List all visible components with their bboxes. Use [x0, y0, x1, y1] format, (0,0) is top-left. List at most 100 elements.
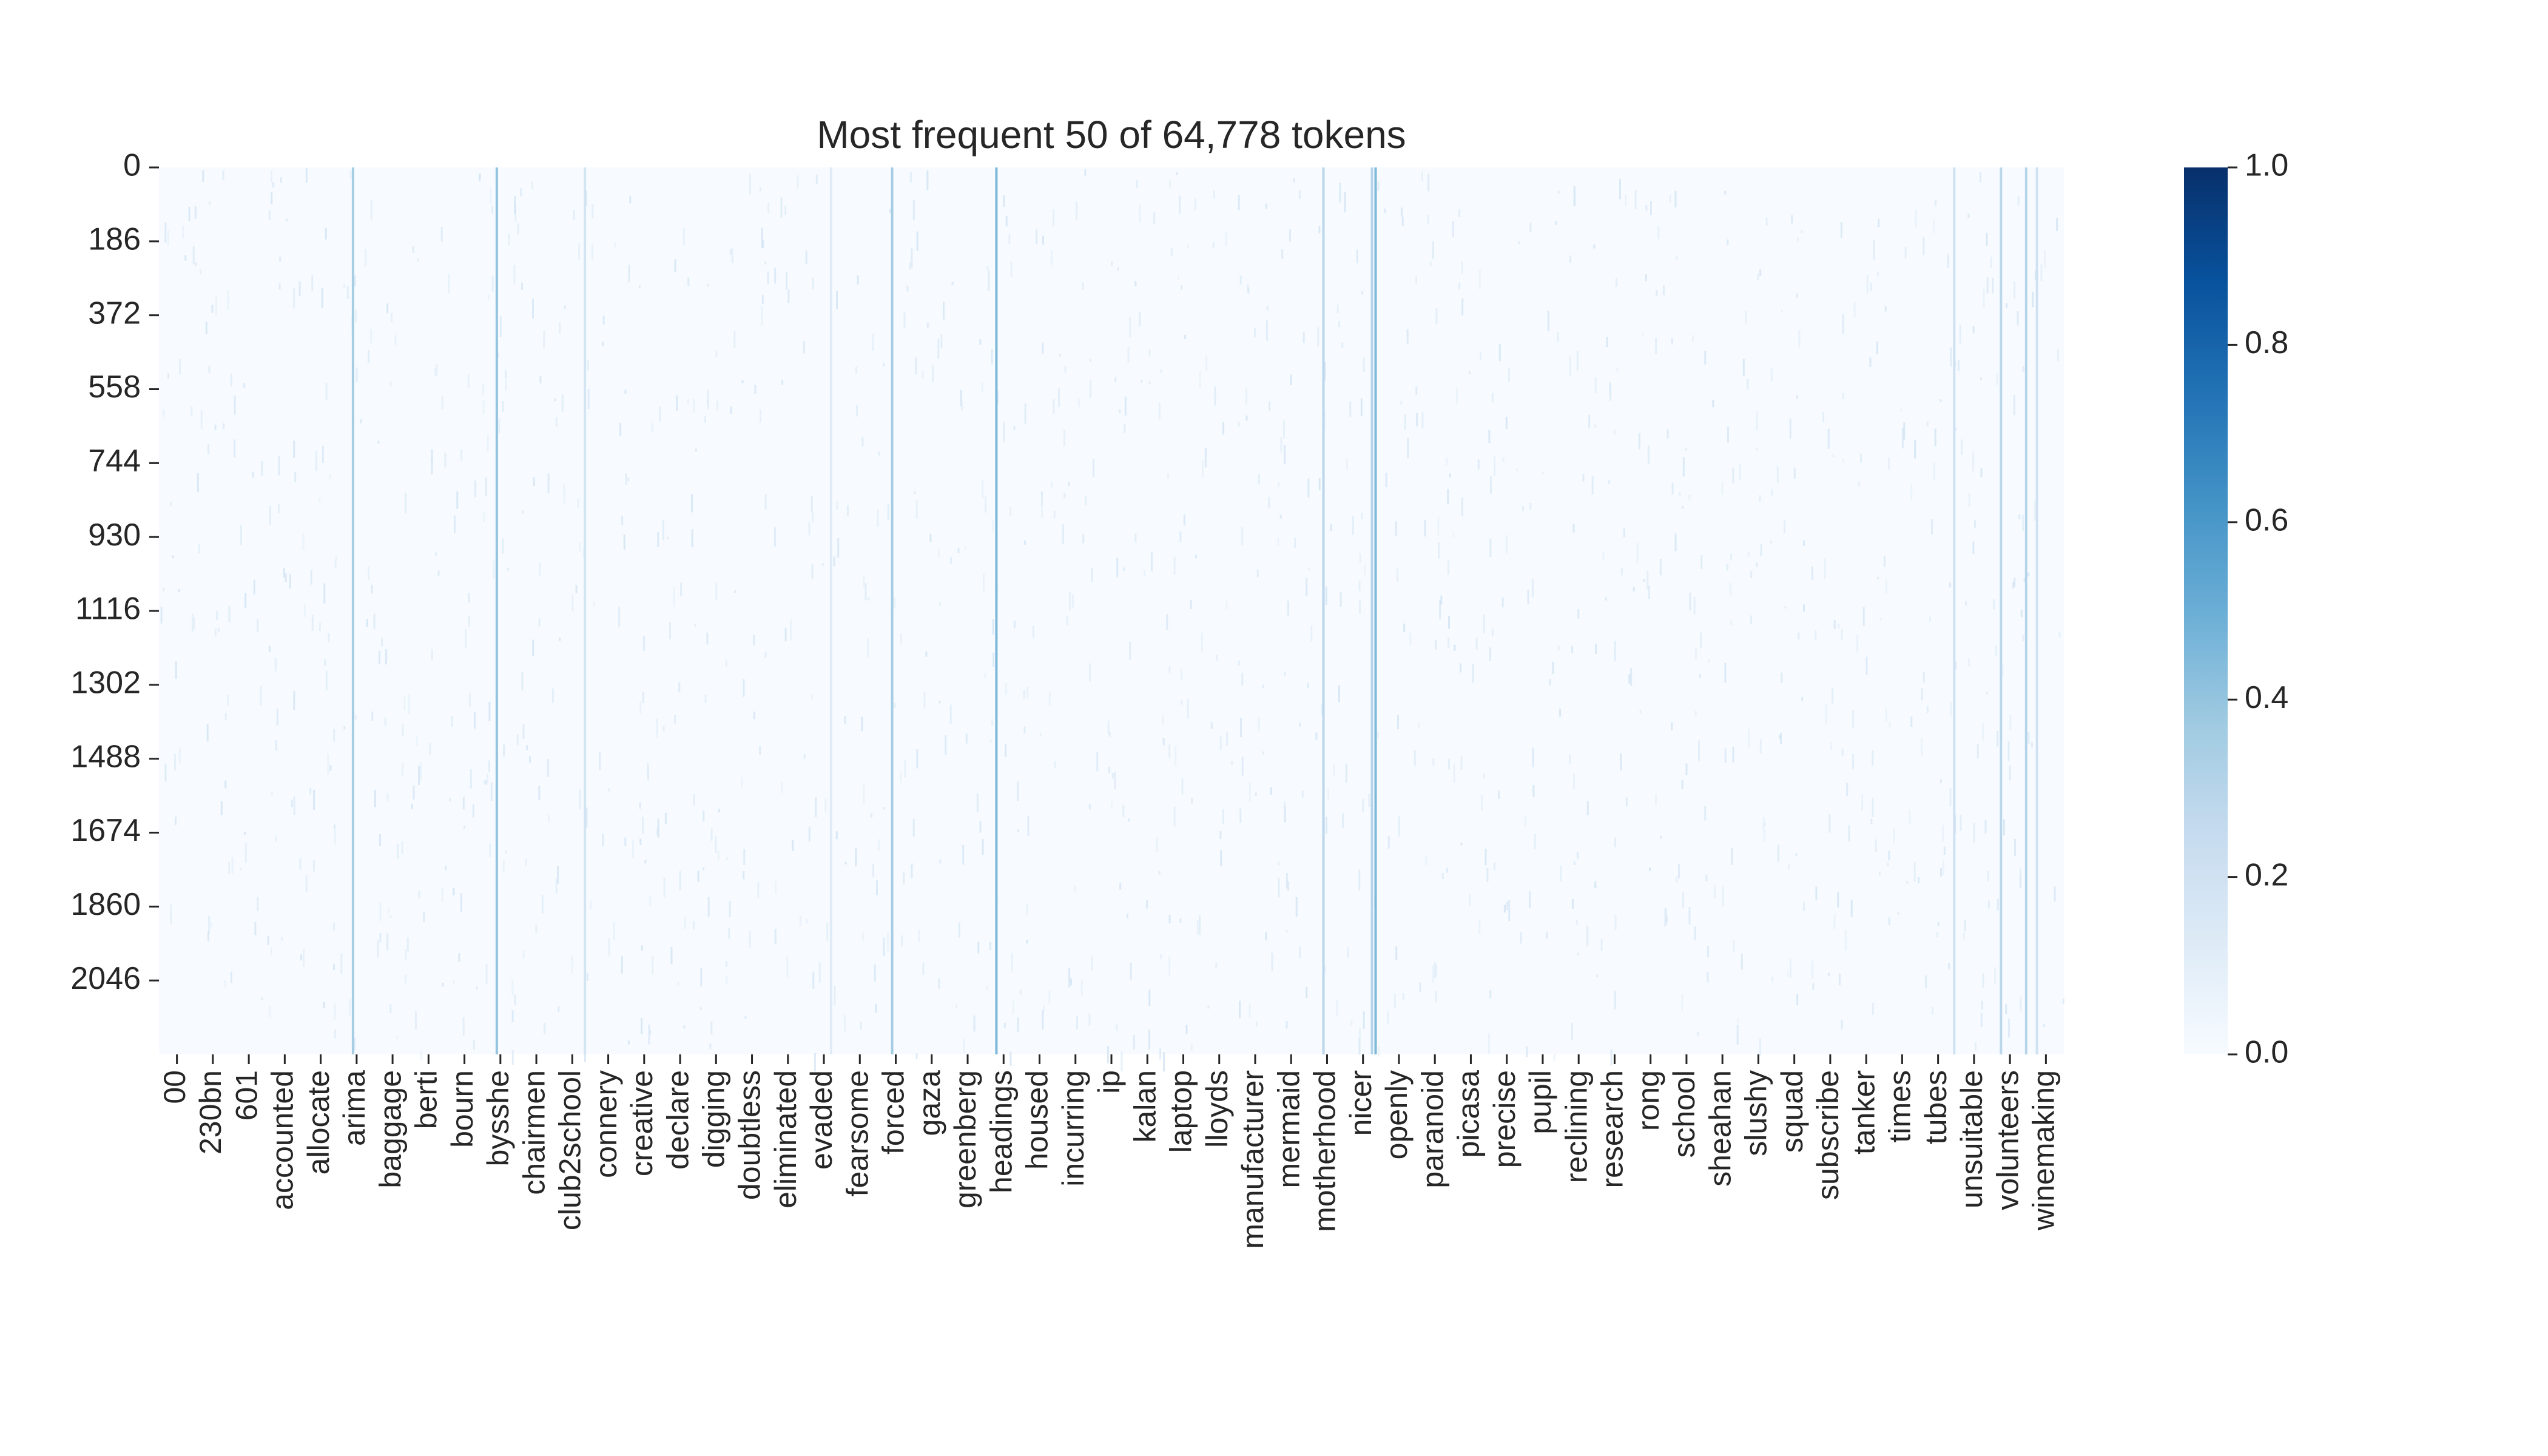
heatmap-cell	[379, 902, 382, 921]
heatmap-cell	[1529, 223, 1532, 232]
heatmap-cell	[774, 527, 777, 547]
heatmap-cell	[1129, 317, 1131, 338]
heatmap-cell	[1266, 320, 1268, 341]
heatmap-cell	[632, 840, 634, 858]
heatmap-cell	[1936, 932, 1938, 937]
heatmap-cell	[453, 980, 455, 984]
heatmap-cell	[1168, 666, 1171, 673]
heatmap-cell	[585, 190, 587, 206]
heatmap-cell	[1220, 850, 1222, 866]
heatmap-cell	[836, 291, 838, 309]
x-tick-label: eliminated	[769, 1070, 803, 1208]
heatmap-cell	[563, 484, 565, 504]
heatmap-cell	[585, 807, 588, 828]
heatmap-cell	[1887, 863, 1889, 866]
heatmap-cell	[208, 915, 211, 934]
heatmap-cell	[1491, 629, 1494, 636]
heatmap-cell	[1053, 399, 1055, 414]
heatmap-cell	[1129, 641, 1131, 660]
heatmap-cell	[741, 380, 744, 383]
heatmap-cell	[1124, 396, 1127, 416]
x-tick-label: tubes	[1919, 1070, 1953, 1144]
heatmap-column-nicer	[1374, 167, 1377, 1054]
heatmap-cell	[1582, 474, 1585, 482]
heatmap-cell	[2022, 366, 2024, 372]
heatmap-cell	[577, 498, 579, 508]
heatmap-cell	[318, 497, 321, 502]
heatmap-cell	[377, 940, 379, 957]
heatmap-cell	[815, 174, 818, 184]
heatmap-cell	[1458, 209, 1460, 217]
heatmap-cell	[214, 424, 217, 431]
heatmap-cell	[1289, 229, 1291, 242]
heatmap-cell	[993, 652, 995, 667]
heatmap-cell	[621, 956, 623, 974]
heatmap-cell	[206, 724, 209, 742]
heatmap-cell	[1682, 892, 1684, 908]
heatmap-cell	[365, 249, 366, 267]
heatmap-cell	[384, 717, 386, 726]
heatmap-cell	[538, 786, 541, 800]
heatmap-cell	[1005, 744, 1007, 757]
heatmap-cell	[366, 619, 368, 627]
heatmap-cell	[370, 199, 372, 220]
heatmap-cell	[868, 598, 870, 601]
heatmap-cell	[517, 223, 519, 235]
heatmap-cell	[602, 315, 605, 325]
heatmap-cell	[1822, 411, 1825, 422]
heatmap-cell	[1168, 914, 1171, 923]
heatmap-cell	[1974, 520, 1976, 528]
heatmap-cell	[1010, 261, 1013, 277]
heatmap-cell	[538, 618, 541, 627]
heatmap-cell	[401, 841, 403, 854]
heatmap-cell	[1983, 288, 1985, 308]
heatmap-cell	[1875, 839, 1877, 852]
heatmap-cell	[1278, 877, 1280, 898]
heatmap-cell	[1625, 194, 1626, 206]
heatmap-cell	[172, 555, 174, 558]
heatmap-column-bourn	[495, 167, 498, 1054]
heatmap-cell	[532, 639, 534, 656]
heatmap-cell	[1628, 674, 1631, 684]
heatmap-cell	[293, 440, 295, 458]
heatmap-cell	[1216, 655, 1218, 661]
heatmap-cell	[733, 331, 736, 348]
heatmap-cell	[811, 695, 813, 699]
heatmap-cell	[462, 797, 465, 810]
heatmap-cell	[192, 613, 194, 632]
heatmap-cell	[1646, 570, 1649, 590]
heatmap-cell	[1869, 357, 1872, 367]
heatmap-cell	[642, 692, 644, 704]
heatmap-cell	[558, 322, 561, 334]
heatmap-cell	[1447, 488, 1449, 504]
heatmap-cell	[1027, 815, 1030, 836]
heatmap-cell	[587, 388, 590, 409]
heatmap-cell	[643, 636, 645, 652]
heatmap-cell	[1293, 178, 1295, 183]
heatmap-cell	[272, 182, 275, 188]
heatmap-cell	[1527, 590, 1529, 605]
y-tick-label: 186	[88, 222, 141, 257]
heatmap-cell	[728, 928, 730, 939]
heatmap-cell	[1750, 615, 1752, 624]
heatmap-cell	[1359, 600, 1361, 614]
heatmap-cell	[379, 933, 382, 943]
heatmap-cell	[1213, 190, 1215, 199]
heatmap-cell	[1066, 616, 1068, 625]
heatmap-cell	[926, 170, 929, 190]
heatmap-cell	[1975, 1042, 1977, 1051]
heatmap-cell	[1494, 456, 1495, 476]
heatmap-cell	[1841, 748, 1844, 757]
heatmap-cell	[1005, 682, 1007, 695]
heatmap-cell	[710, 1021, 713, 1035]
heatmap-cell	[627, 477, 630, 482]
heatmap-cell	[909, 262, 911, 270]
heatmap-cell	[929, 533, 932, 542]
heatmap-cell	[1732, 746, 1734, 763]
heatmap-cell	[1877, 576, 1879, 580]
heatmap-cell	[1837, 892, 1839, 908]
heatmap-cell	[1602, 552, 1605, 560]
heatmap-cell	[1878, 218, 1880, 228]
heatmap-cell	[1432, 241, 1434, 260]
heatmap-cell	[1889, 722, 1891, 728]
